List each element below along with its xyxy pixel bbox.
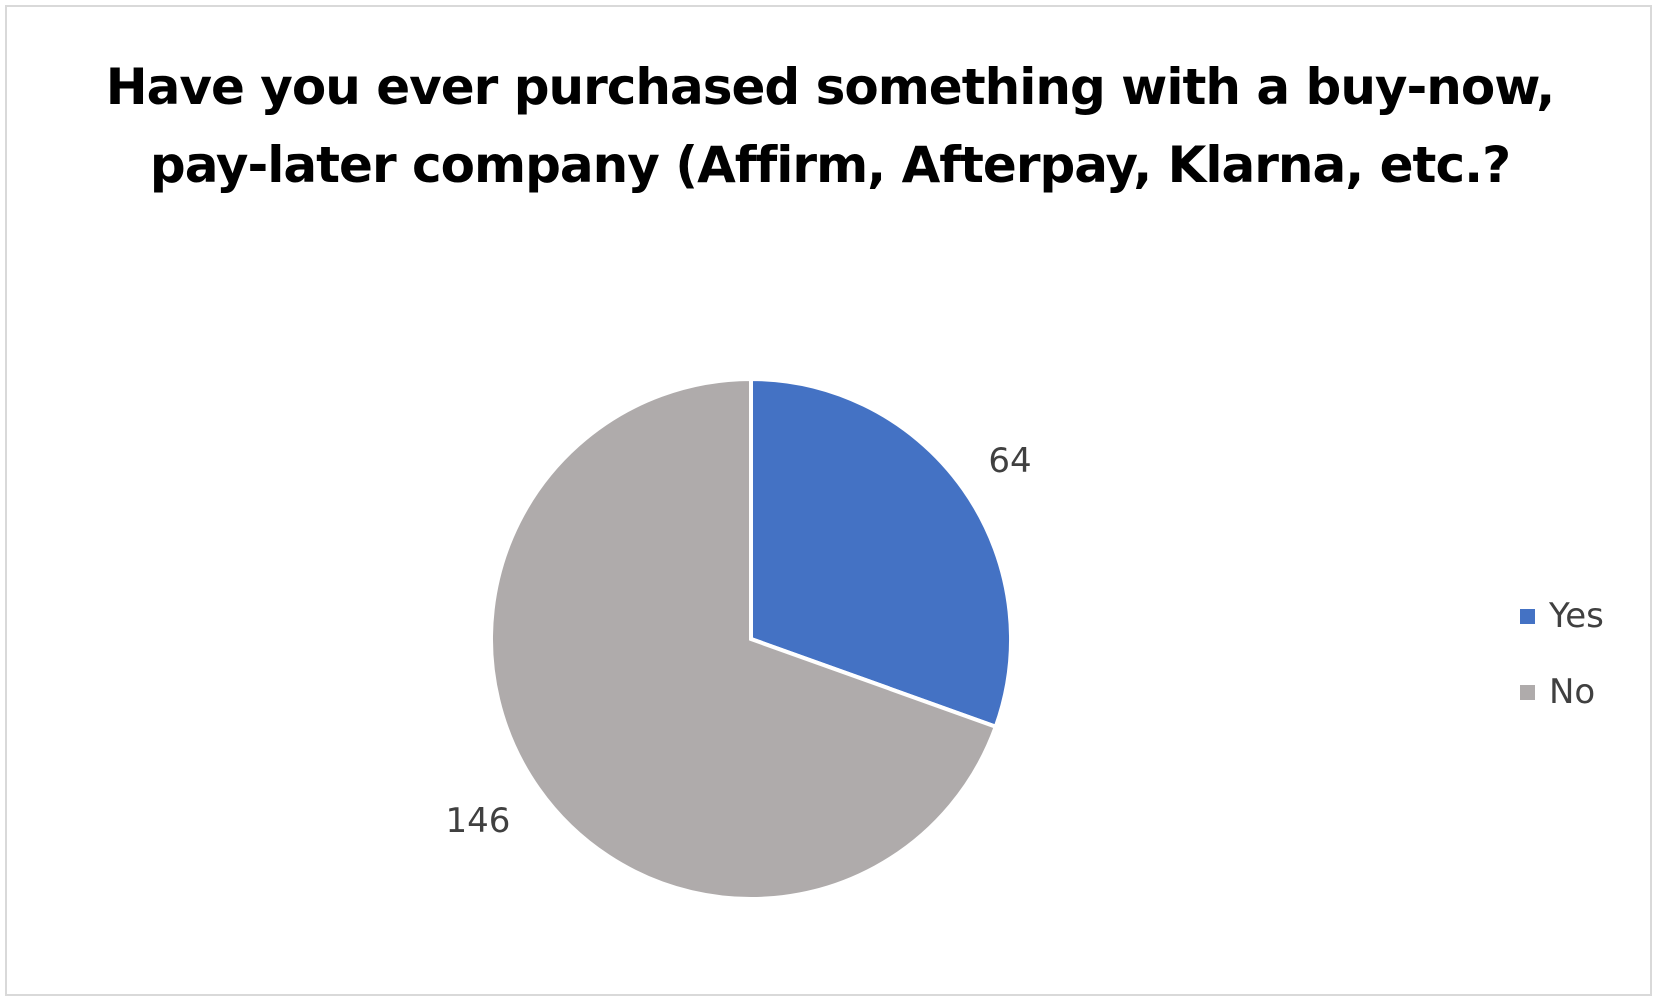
chart-title: Have you ever purchased something with a… — [105, 58, 1555, 194]
chart-frame — [5, 5, 1652, 996]
legend-label-yes: Yes — [1549, 596, 1604, 636]
legend-item-yes: Yes — [1520, 578, 1604, 654]
legend-item-no: No — [1520, 654, 1604, 730]
pie-slice-yes — [749, 376, 1013, 730]
pie-slice-no — [489, 376, 999, 901]
legend-swatch-yes — [1520, 608, 1535, 624]
legend: Yes No — [1520, 578, 1604, 730]
legend-swatch-no — [1520, 684, 1535, 700]
legend-label-no: No — [1549, 672, 1596, 712]
data-label-no: 146 — [446, 801, 511, 841]
data-label-yes: 64 — [988, 441, 1031, 481]
